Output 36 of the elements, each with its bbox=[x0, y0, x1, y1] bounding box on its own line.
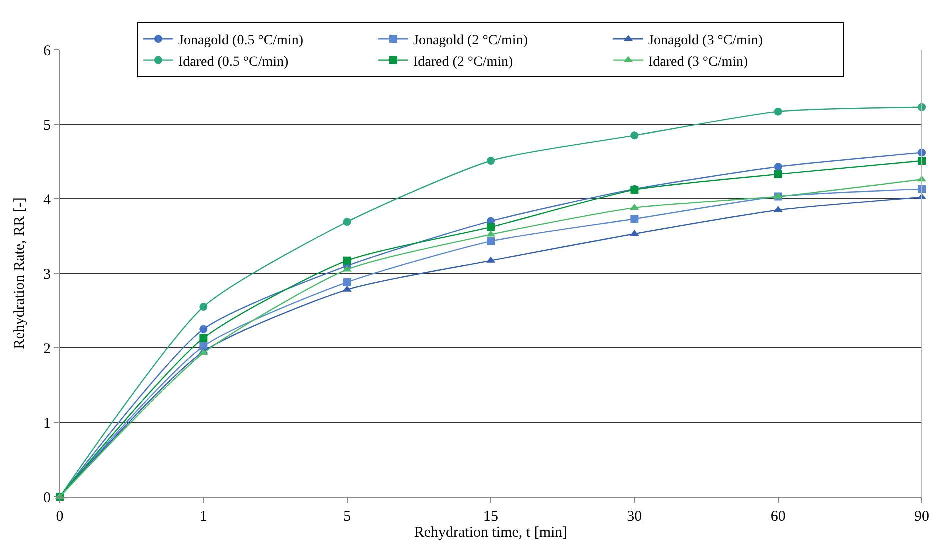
x-tick-label: 1 bbox=[200, 509, 208, 525]
legend-label: Jonagold (2 °C/min) bbox=[414, 34, 528, 49]
y-tick-label: 0 bbox=[44, 490, 51, 506]
legend-label: Jonagold (0.5 °C/min) bbox=[178, 34, 304, 49]
x-tick-label: 30 bbox=[627, 509, 642, 525]
y-tick-label: 3 bbox=[44, 266, 51, 283]
y-axis-title: Rehydration Rate, RR [-] bbox=[12, 198, 28, 350]
point bbox=[343, 278, 352, 286]
y-tick-label: 4 bbox=[44, 192, 52, 208]
y-tick-label: 1 bbox=[44, 416, 51, 432]
legend-label: Idared (3 °C/min) bbox=[648, 54, 749, 70]
x-axis-title: Rehydration time, t [min] bbox=[414, 525, 568, 541]
y-tick-label: 2 bbox=[44, 341, 51, 358]
y-tick-label: 5 bbox=[44, 118, 51, 134]
x-tick-label: 60 bbox=[770, 509, 786, 525]
point bbox=[774, 170, 782, 178]
point bbox=[487, 223, 495, 232]
x-tick-label: 5 bbox=[344, 509, 352, 525]
point bbox=[200, 303, 208, 312]
legend-label: Idared (0.5 °C/min) bbox=[178, 54, 290, 70]
point bbox=[343, 218, 352, 226]
x-tick-label: 15 bbox=[484, 509, 498, 525]
y-tick-label: 6 bbox=[44, 43, 52, 60]
point bbox=[774, 108, 782, 116]
x-tick-label: 90 bbox=[914, 509, 930, 525]
point bbox=[200, 334, 208, 342]
legend-label: Idared (2 °C/min) bbox=[414, 54, 514, 70]
legend-label: Jonagold (3 °C/min) bbox=[648, 34, 764, 49]
point bbox=[630, 215, 639, 224]
point bbox=[774, 162, 782, 171]
point bbox=[487, 157, 495, 166]
point bbox=[630, 132, 639, 140]
point bbox=[343, 256, 352, 265]
x-tick-label: 0 bbox=[56, 509, 64, 525]
point bbox=[200, 325, 208, 334]
point bbox=[487, 237, 495, 246]
